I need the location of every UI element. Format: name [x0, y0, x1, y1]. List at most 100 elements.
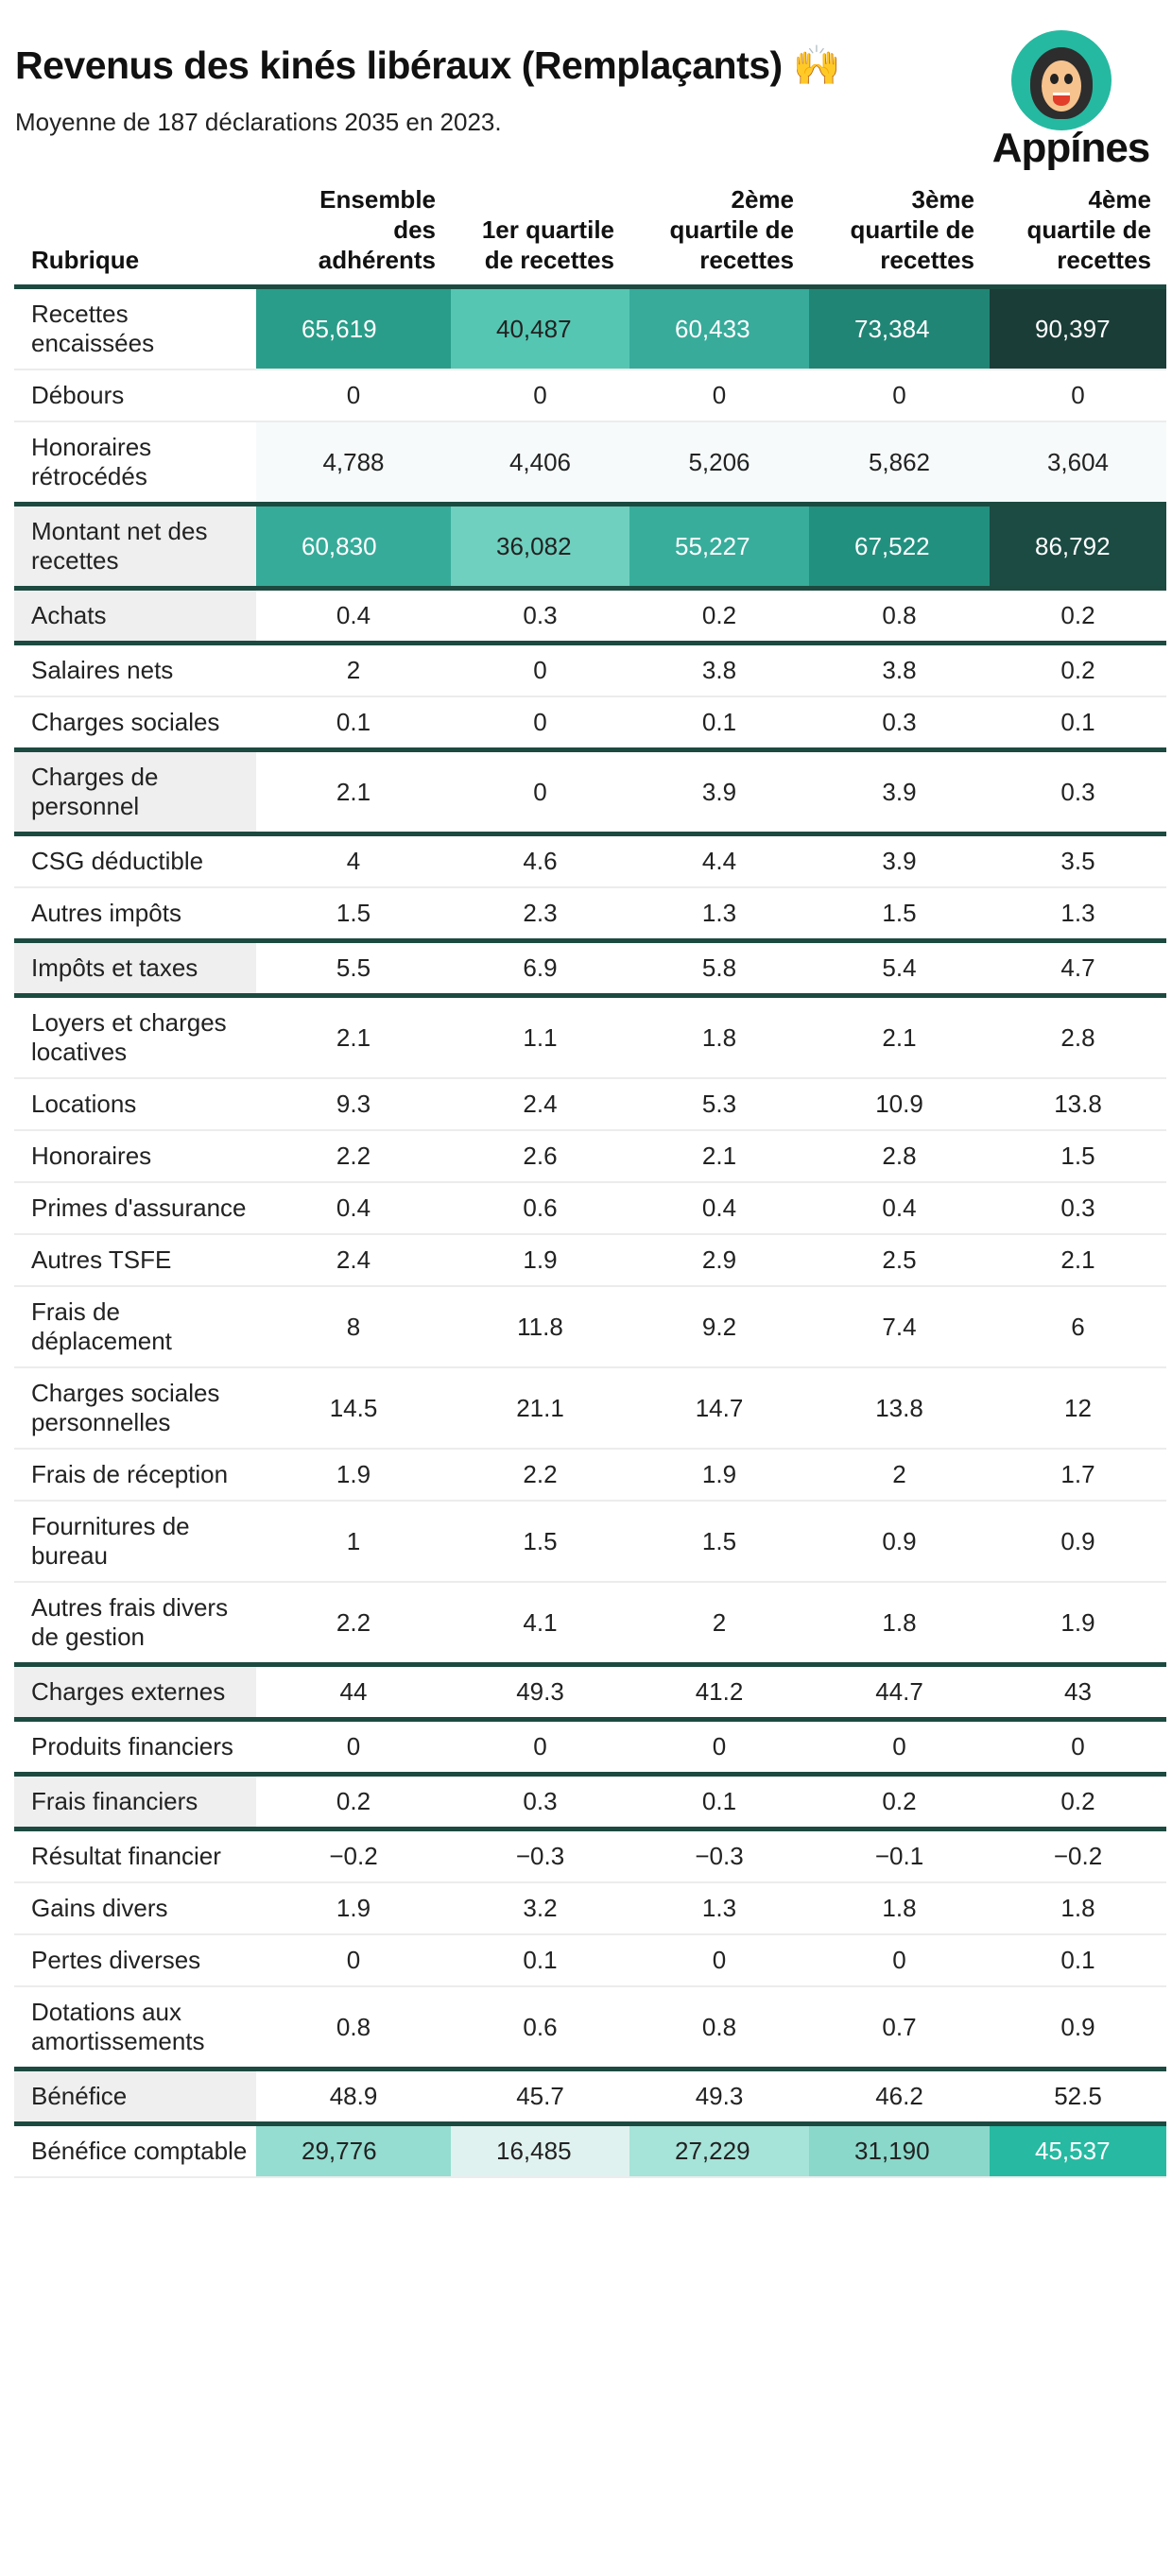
table-row: Salaires nets 2 0 3.8 3.8 0.2 — [14, 643, 1166, 697]
value-cell: 7.4 — [809, 1286, 990, 1368]
value-cell: 60,433 — [629, 286, 809, 370]
page-subtitle: Moyenne de 187 déclarations 2035 en 2023… — [15, 108, 502, 136]
row-label: Autres impôts — [14, 887, 256, 942]
table-row: Autres frais divers de gestion 2.2 4.1 2 1.8… — [14, 1582, 1166, 1666]
row-label: Charges externes — [14, 1662, 256, 1722]
value-cell: 0 — [256, 369, 451, 422]
header-col-3: 2ème quartile de recettes — [669, 185, 794, 274]
value-cell: 3.2 — [451, 1882, 629, 1935]
value-cell: 0 — [451, 643, 629, 697]
table-row: CSG déductible 4 4.6 4.4 3.9 3.5 — [14, 833, 1166, 888]
value-cell: 1.3 — [629, 1882, 809, 1935]
value-cell: 3.8 — [629, 643, 809, 697]
value-cell: 4.7 — [990, 938, 1166, 998]
header-col-4: 3ème quartile de recettes — [850, 185, 974, 274]
value-cell: 0.4 — [629, 1182, 809, 1235]
row-label: Impôts et taxes — [14, 938, 256, 998]
row-label: Salaires nets — [14, 643, 256, 697]
row-label: Primes d'assurance — [14, 1182, 256, 1235]
value-cell: −0.2 — [256, 1829, 451, 1883]
value-cell: 0.7 — [809, 1986, 990, 2070]
table-row: Bénéfice 48.9 45.7 49.3 46.2 52.5 — [14, 2067, 1166, 2126]
value-cell: 0.1 — [629, 1772, 809, 1831]
value-cell: 0 — [451, 747, 629, 836]
value-cell: 5.3 — [629, 1078, 809, 1131]
value-cell: 0.9 — [809, 1501, 990, 1583]
value-cell: 0.2 — [809, 1772, 990, 1831]
value-cell: 3,604 — [990, 421, 1166, 506]
value-cell: 3.9 — [809, 833, 990, 888]
value-cell: 2.1 — [256, 995, 451, 1079]
value-cell: 2.8 — [990, 995, 1166, 1079]
table-row: Dotations aux amortissements 0.8 0.6 0.8 0.7… — [14, 1986, 1166, 2070]
value-cell: 67,522 — [809, 502, 990, 591]
value-cell: 10.9 — [809, 1078, 990, 1131]
value-cell: 9.2 — [629, 1286, 809, 1368]
table-row: Primes d'assurance 0.4 0.6 0.4 0.4 0.3 — [14, 1182, 1166, 1235]
table-row: Autres impôts 1.5 2.3 1.3 1.5 1.3 — [14, 887, 1166, 942]
row-label: CSG déductible — [14, 833, 256, 888]
value-cell: 1.5 — [451, 1501, 629, 1583]
value-cell: 0.3 — [451, 1772, 629, 1831]
value-cell: 1.5 — [990, 1130, 1166, 1183]
value-cell: 3.5 — [990, 833, 1166, 888]
value-cell: 1.9 — [256, 1882, 451, 1935]
table-row: Recettes encaissées 65,619 40,487 60,433 73,… — [14, 286, 1166, 370]
value-cell: −0.2 — [990, 1829, 1166, 1883]
table-row: Frais de réception 1.9 2.2 1.9 2 1.7 — [14, 1449, 1166, 1502]
value-cell: 6.9 — [451, 938, 629, 998]
value-cell: 0 — [629, 1934, 809, 1987]
value-cell: −0.1 — [809, 1829, 990, 1883]
row-label: Autres frais divers de gestion — [14, 1582, 256, 1666]
value-cell: 0 — [451, 696, 629, 751]
value-cell: 4,788 — [256, 421, 451, 506]
value-cell: 60,830 — [256, 502, 451, 591]
value-cell: 0 — [256, 1719, 451, 1776]
row-label: Locations — [14, 1078, 256, 1131]
value-cell: 13.8 — [809, 1367, 990, 1450]
header-col-5: 4ème quartile de recettes — [1026, 185, 1151, 274]
row-label: Charges de personnel — [14, 747, 256, 836]
value-cell: 29,776 — [256, 2123, 451, 2178]
value-cell: 0.9 — [990, 1501, 1166, 1583]
table-row: Bénéfice comptable 29,776 16,485 27,229 31,1… — [14, 2123, 1166, 2178]
value-cell: 0.1 — [256, 696, 451, 751]
table-header-row: Rubrique Ensemble des adhérents 1er quarti… — [14, 184, 1166, 287]
value-cell: 2.1 — [809, 995, 990, 1079]
value-cell: 0 — [451, 369, 629, 422]
revenue-table: Rubrique Ensemble des adhérents 1er quarti… — [14, 184, 1166, 2178]
value-cell: 3.9 — [629, 747, 809, 836]
table-row: Honoraires 2.2 2.6 2.1 2.8 1.5 — [14, 1130, 1166, 1183]
value-cell: 0.2 — [256, 1772, 451, 1831]
value-cell: 1.9 — [451, 1234, 629, 1287]
value-cell: 0 — [809, 1934, 990, 1987]
row-label: Pertes diverses — [14, 1934, 256, 1987]
value-cell: 0.8 — [809, 586, 990, 645]
value-cell: 9.3 — [256, 1078, 451, 1131]
row-label: Gains divers — [14, 1882, 256, 1935]
value-cell: 49.3 — [629, 2067, 809, 2126]
row-label: Honoraires rétrocédés — [14, 421, 256, 506]
value-cell: 0.1 — [629, 696, 809, 751]
value-cell: 0.4 — [809, 1182, 990, 1235]
value-cell: 1.5 — [629, 1501, 809, 1583]
value-cell: 0 — [809, 1719, 990, 1776]
table-row: Honoraires rétrocédés 4,788 4,406 5,206 5,86… — [14, 421, 1166, 506]
row-label: Charges sociales — [14, 696, 256, 751]
value-cell: 8 — [256, 1286, 451, 1368]
value-cell: 2.6 — [451, 1130, 629, 1183]
table-row: Pertes diverses 0 0.1 0 0 0.1 — [14, 1934, 1166, 1987]
value-cell: 0.4 — [256, 586, 451, 645]
value-cell: 4.1 — [451, 1582, 629, 1666]
value-cell: 2.1 — [990, 1234, 1166, 1287]
value-cell: 5.5 — [256, 938, 451, 998]
value-cell: 12 — [990, 1367, 1166, 1450]
row-label: Frais de déplacement — [14, 1286, 256, 1368]
value-cell: 73,384 — [809, 286, 990, 370]
value-cell: 2 — [629, 1582, 809, 1666]
value-cell: 2.5 — [809, 1234, 990, 1287]
value-cell: 0.2 — [990, 643, 1166, 697]
table-row: Impôts et taxes 5.5 6.9 5.8 5.4 4.7 — [14, 938, 1166, 998]
value-cell: 3.8 — [809, 643, 990, 697]
value-cell: 65,619 — [256, 286, 451, 370]
